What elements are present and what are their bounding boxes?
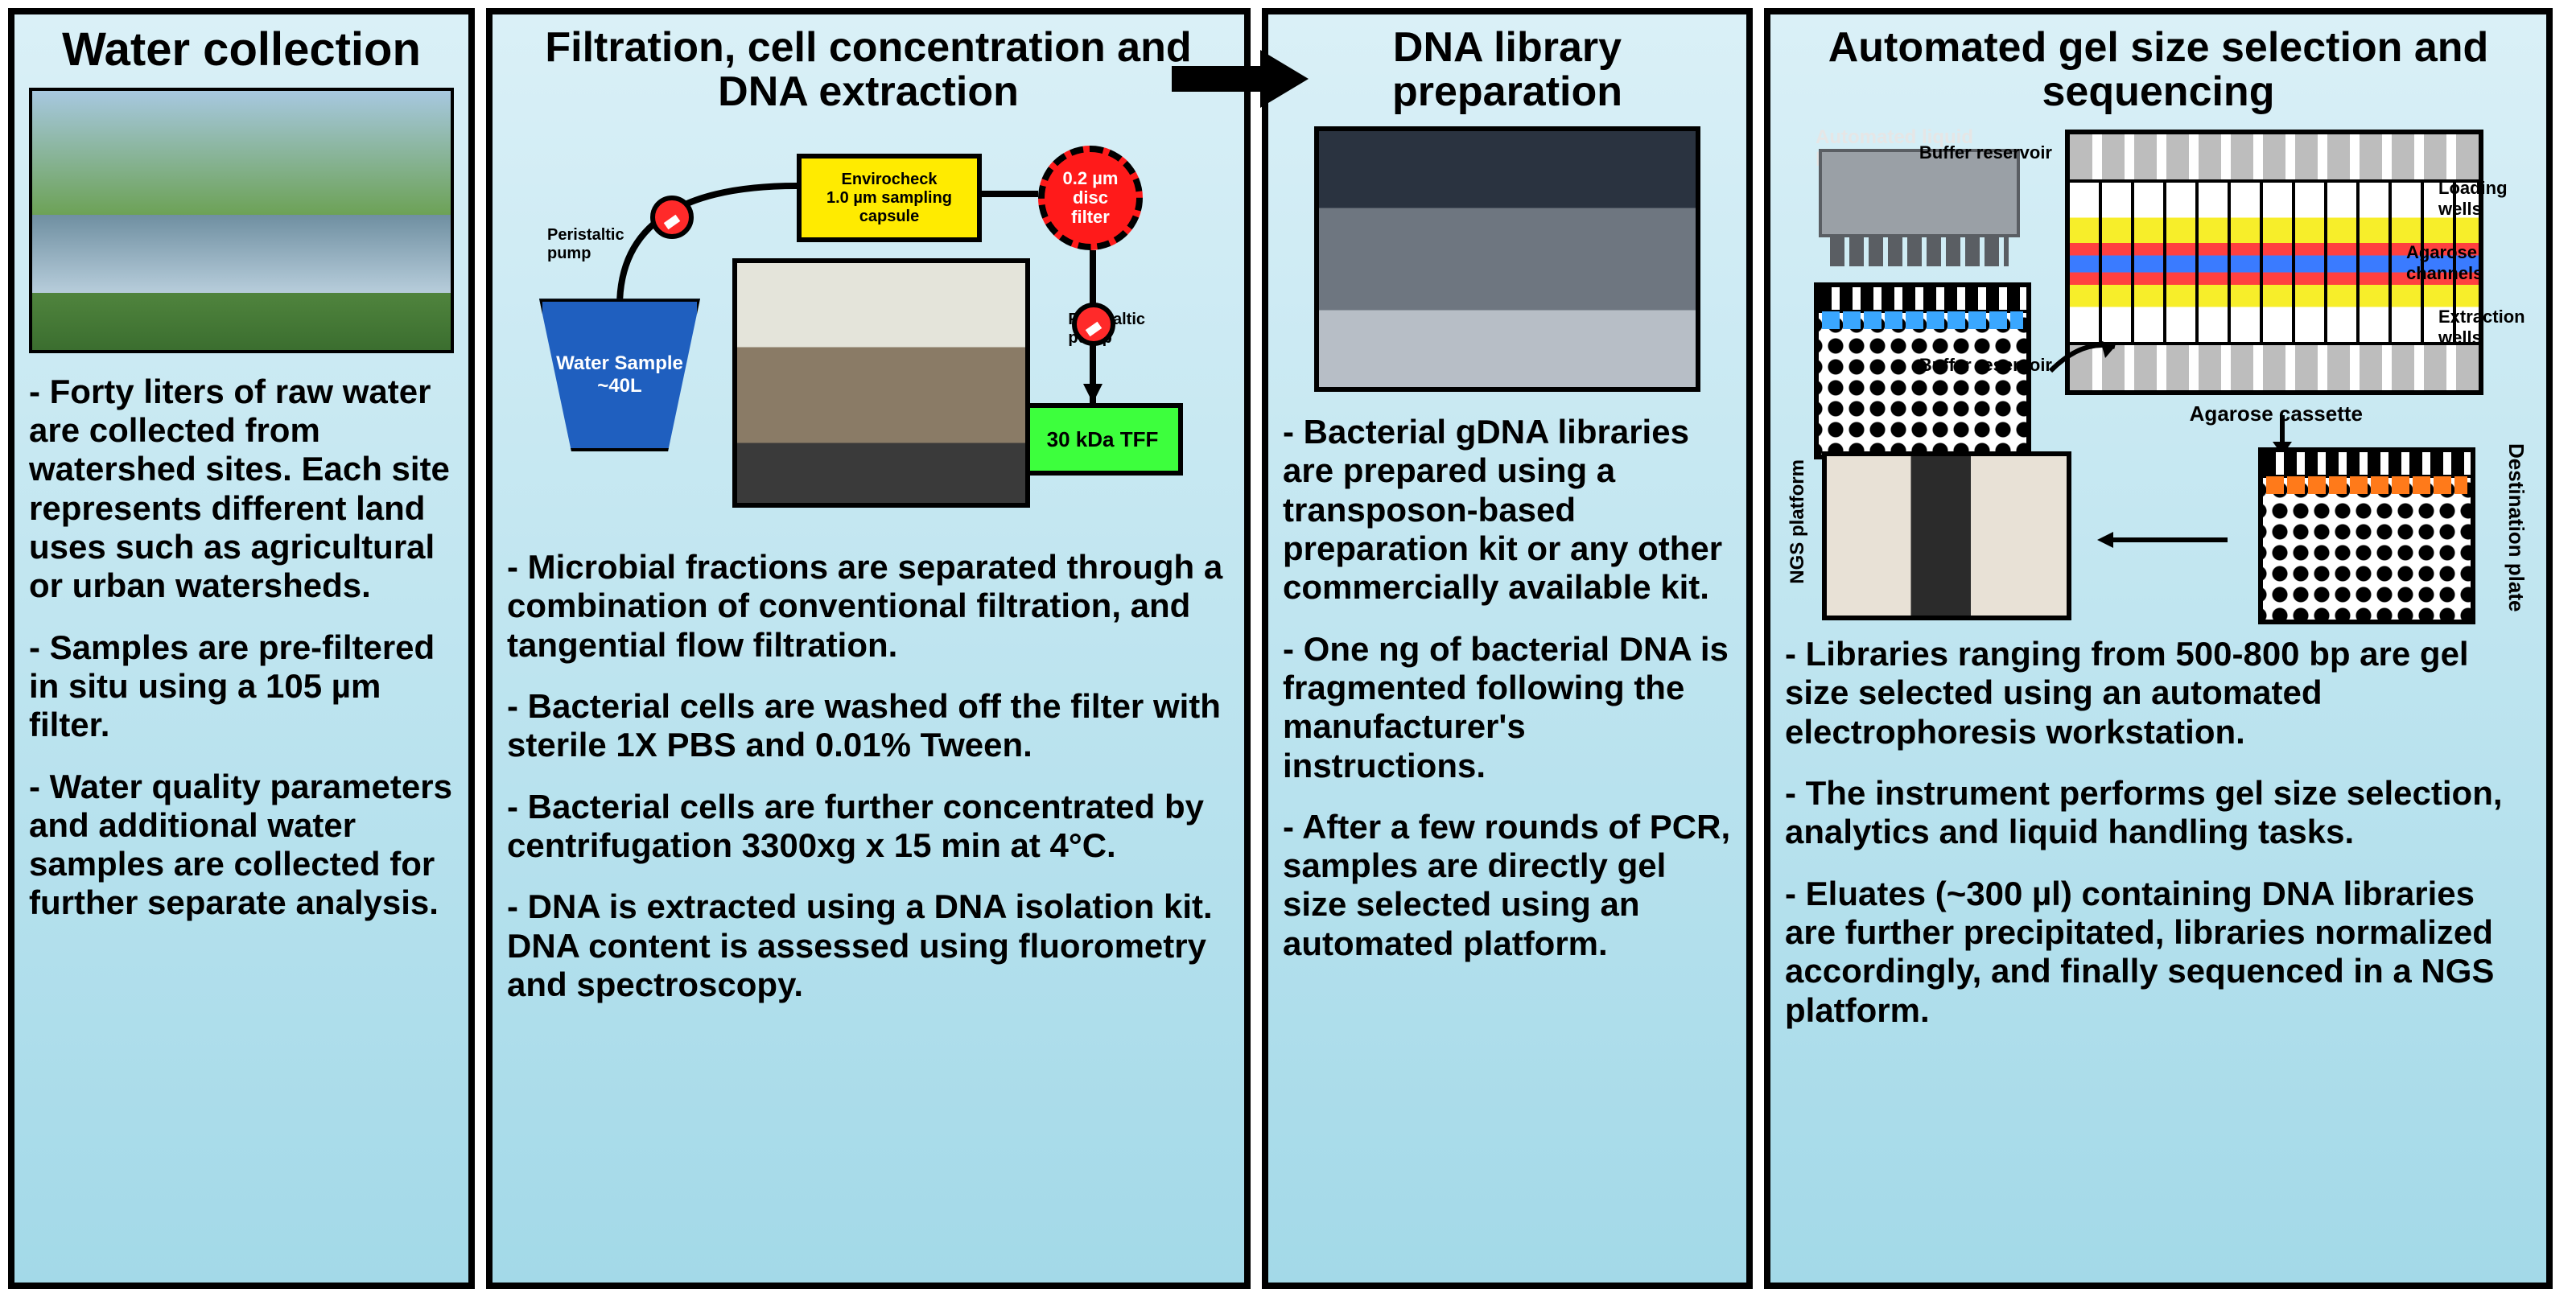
river-photo-placeholder	[29, 88, 454, 353]
panel1-title: Water collection	[29, 26, 454, 75]
p1-para2: - Samples are pre-filtered in situ using…	[29, 628, 454, 745]
panel4-body: - Libraries ranging from 500-800 bp are …	[1785, 635, 2532, 1052]
p2-para3: - Bacterial cells are further concentrat…	[507, 788, 1230, 866]
panel-filtration: Filtration, cell concentration and DNA e…	[486, 8, 1251, 1289]
biosafety-hood-photo-placeholder	[1314, 126, 1700, 392]
peristaltic-pump-icon-1	[650, 196, 694, 239]
p2-para4: - DNA is extracted using a DNA isolation…	[507, 887, 1230, 1004]
filtration-diagram: Peristalticpump Peristalticpump Enviroch…	[507, 121, 1230, 532]
flow-arrow-icon	[1172, 55, 1317, 103]
buffer-reservoir-label-bottom: Buffer reservoir	[1919, 355, 2052, 376]
panel3-title: DNA library preparation	[1283, 26, 1732, 113]
agarose-channels-label: Agarose channels	[2406, 242, 2535, 284]
arrow-dest-to-ngs	[2091, 524, 2236, 556]
gel-workflow-diagram: Automated liquidhandler Source plate Buf…	[1785, 121, 2532, 620]
panel-dna-library: DNA library preparation - Bacterial gDNA…	[1262, 8, 1753, 1289]
destination-plate-label: Destination plate	[2504, 443, 2529, 611]
arrow-src-to-cassette	[2042, 331, 2123, 379]
workflow-infographic: Water collection - Forty liters of raw w…	[8, 8, 2576, 1289]
pump-label-1: Peristalticpump	[547, 226, 624, 263]
panel1-body: - Forty liters of raw water are collecte…	[29, 373, 454, 945]
panel-gel-sequencing: Automated gel size selection and sequenc…	[1764, 8, 2553, 1289]
p4-para1: - Libraries ranging from 500-800 bp are …	[1785, 635, 2532, 751]
p4-para3: - Eluates (~300 µl) containing DNA libra…	[1785, 875, 2532, 1030]
envirocheck-capsule: Envirocheck1.0 µm samplingcapsule	[797, 154, 982, 242]
p3-para3: - After a few rounds of PCR, samples are…	[1283, 808, 1732, 963]
destination-well-plate-icon	[2258, 447, 2475, 624]
peristaltic-pump-icon-2	[1072, 303, 1115, 346]
loading-wells-label: Loadingwells	[2438, 178, 2535, 220]
disc-filter: 0.2 µm discfilter	[1038, 146, 1143, 250]
lab-bench-photo-placeholder	[732, 258, 1030, 508]
panel4-title: Automated gel size selection and sequenc…	[1785, 26, 2532, 113]
p3-para1: - Bacterial gDNA libraries are prepared …	[1283, 413, 1732, 607]
p2-para2: - Bacterial cells are washed off the fil…	[507, 687, 1230, 765]
p3-para2: - One ng of bacterial DNA is fragmented …	[1283, 630, 1732, 785]
panel2-body: - Microbial fractions are separated thro…	[507, 548, 1230, 1027]
panel-water-collection: Water collection - Forty liters of raw w…	[8, 8, 475, 1289]
extraction-wells-label: Extractionwells	[2438, 307, 2535, 348]
buffer-reservoir-label-top: Buffer reservoir	[1919, 142, 2052, 163]
panel2-title: Filtration, cell concentration and DNA e…	[507, 26, 1230, 113]
p2-para1: - Microbial fractions are separated thro…	[507, 548, 1230, 665]
panel3-body: - Bacterial gDNA libraries are prepared …	[1283, 413, 1732, 986]
tff-box: 30 kDa TFF	[1022, 403, 1183, 476]
p4-para2: - The instrument performs gel size selec…	[1785, 774, 2532, 852]
ngs-platform-label: NGS platform	[1787, 459, 1809, 584]
p1-para3: - Water quality parameters and additiona…	[29, 768, 454, 923]
ngs-platform-photo-placeholder	[1822, 451, 2071, 620]
p1-para1: - Forty liters of raw water are collecte…	[29, 373, 454, 606]
